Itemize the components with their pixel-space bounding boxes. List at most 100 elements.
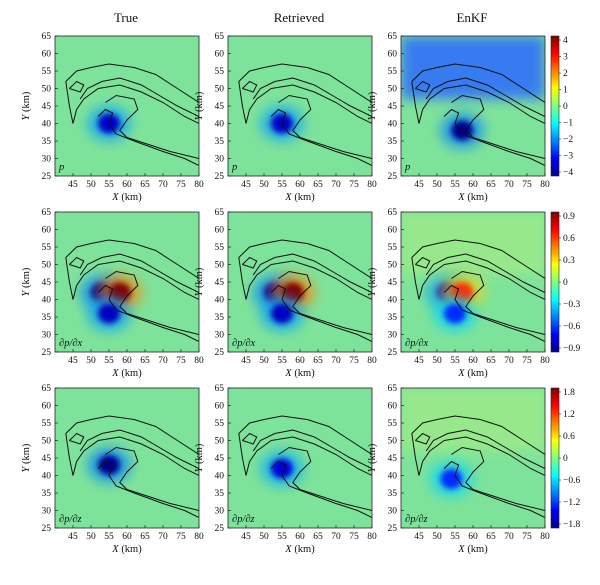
y-tick-label: 35 xyxy=(42,313,52,323)
y-tick-label: 35 xyxy=(388,489,398,499)
column-title-true: True xyxy=(114,10,138,25)
colorbar-tick-label: −3 xyxy=(563,152,573,162)
y-tick-label: 35 xyxy=(42,137,52,147)
y-tick-label: 50 xyxy=(42,261,52,271)
x-tick-label: 70 xyxy=(331,532,341,542)
y-tick-label: 55 xyxy=(215,243,225,253)
contour-line xyxy=(270,108,372,166)
panel-field xyxy=(228,36,372,176)
x-tick-label: 70 xyxy=(331,180,341,190)
panel-r0-c0: 45 50 55 60 65 70 75 80 65 60 55 50 45 40 35 30 25 X (km)… xyxy=(21,32,204,203)
y-tick-label: 50 xyxy=(215,85,225,95)
x-tick-label: 45 xyxy=(241,532,251,542)
y-tick-label: 40 xyxy=(388,472,398,482)
x-tick-label: 60 xyxy=(295,356,305,366)
x-tick-label: 70 xyxy=(504,532,514,542)
y-tick-label: 60 xyxy=(42,226,52,236)
panel-field xyxy=(401,212,545,352)
y-tick-label: 40 xyxy=(388,296,398,306)
contour-line xyxy=(238,63,372,125)
x-tick-label: 75 xyxy=(522,356,532,366)
x-tick-label: 55 xyxy=(277,180,287,190)
y-tick-label: 50 xyxy=(42,437,52,447)
y-tick-label: 60 xyxy=(42,50,52,60)
contour-line xyxy=(97,460,199,518)
x-tick-label: 50 xyxy=(259,532,269,542)
y-tick-label: 45 xyxy=(42,102,52,112)
y-tick-label: 25 xyxy=(388,348,398,358)
contour-line xyxy=(415,432,431,445)
contour-line xyxy=(252,253,372,293)
y-tick-label: 65 xyxy=(42,32,52,42)
contour-line xyxy=(65,63,199,125)
y-tick-label: 35 xyxy=(388,137,398,147)
x-tick-label: 45 xyxy=(68,180,78,190)
column-title-enkf: EnKF xyxy=(456,10,487,25)
data-blob xyxy=(271,303,293,324)
y-tick-label: 45 xyxy=(388,278,398,288)
y-tick-label: 60 xyxy=(215,402,225,412)
y-tick-label: 25 xyxy=(42,348,52,358)
y-tick-label: 55 xyxy=(215,419,225,429)
x-tick-label: 55 xyxy=(450,532,460,542)
y-tick-label: 65 xyxy=(388,32,398,42)
contour-line xyxy=(97,284,199,342)
contour-line xyxy=(252,429,372,469)
x-tick-label: 80 xyxy=(194,180,204,190)
contour-line xyxy=(278,270,372,335)
y-tick-label: 30 xyxy=(388,155,398,165)
x-tick-label: 55 xyxy=(277,356,287,366)
y-tick-label: 65 xyxy=(215,208,225,218)
x-tick-label: 80 xyxy=(540,180,550,190)
colorbar-gradient xyxy=(550,35,560,177)
colorbar-tick-label: 0 xyxy=(563,278,568,288)
y-axis-label: Y (km) xyxy=(21,267,32,296)
panel-r1-c2: 45 50 55 60 65 70 75 80 65 60 55 50 45 40 35 30 25 X (km)… xyxy=(367,208,550,379)
x-tick-label: 50 xyxy=(86,532,96,542)
contour-line xyxy=(65,415,199,477)
field-label: ∂p/∂x xyxy=(232,338,256,349)
y-tick-label: 40 xyxy=(42,120,52,130)
y-tick-label: 55 xyxy=(42,419,52,429)
data-blob xyxy=(98,303,120,324)
y-axis-label: Y (km) xyxy=(367,443,378,472)
x-tick-label: 50 xyxy=(86,356,96,366)
x-tick-label: 50 xyxy=(432,180,442,190)
y-tick-label: 35 xyxy=(388,313,398,323)
x-tick-label: 65 xyxy=(140,356,150,366)
colorbar-tick-label: −1 xyxy=(563,119,573,129)
colorbar-tick-label: −0.6 xyxy=(563,476,580,486)
contour-line xyxy=(425,429,545,469)
x-tick-label: 55 xyxy=(104,180,114,190)
y-tick-label: 50 xyxy=(215,261,225,271)
colorbar-tick-label: −0.9 xyxy=(563,344,580,354)
colorbars-group: 43210−1−2−3−40.90.60.30−0.3−0.6−0.91.81.… xyxy=(550,35,580,530)
x-tick-label: 60 xyxy=(468,532,478,542)
data-blob xyxy=(440,469,463,489)
x-tick-label: 65 xyxy=(313,356,323,366)
y-tick-label: 40 xyxy=(215,120,225,130)
x-tick-label: 60 xyxy=(468,180,478,190)
y-tick-label: 30 xyxy=(388,507,398,517)
contour-line xyxy=(242,80,258,93)
y-tick-label: 50 xyxy=(388,85,398,95)
x-tick-label: 75 xyxy=(349,532,359,542)
colorbar-tick-label: −1.8 xyxy=(563,520,580,530)
contour-line xyxy=(270,460,372,518)
y-tick-label: 60 xyxy=(388,226,398,236)
y-tick-label: 30 xyxy=(42,155,52,165)
y-tick-label: 35 xyxy=(215,313,225,323)
x-axis-label: X (km) xyxy=(457,368,488,379)
y-tick-label: 45 xyxy=(42,278,52,288)
panel-wash xyxy=(401,212,545,275)
y-tick-label: 60 xyxy=(42,402,52,412)
contour-line xyxy=(105,270,199,335)
x-tick-label: 70 xyxy=(158,356,168,366)
colorbar-tick-label: 4 xyxy=(563,36,568,46)
panels-group: 45 50 55 60 65 70 75 80 65 60 55 50 45 40 35 30 25 X (km)… xyxy=(21,32,550,555)
x-tick-label: 45 xyxy=(241,180,251,190)
x-tick-label: 55 xyxy=(450,180,460,190)
y-tick-label: 60 xyxy=(388,50,398,60)
x-tick-label: 60 xyxy=(295,180,305,190)
